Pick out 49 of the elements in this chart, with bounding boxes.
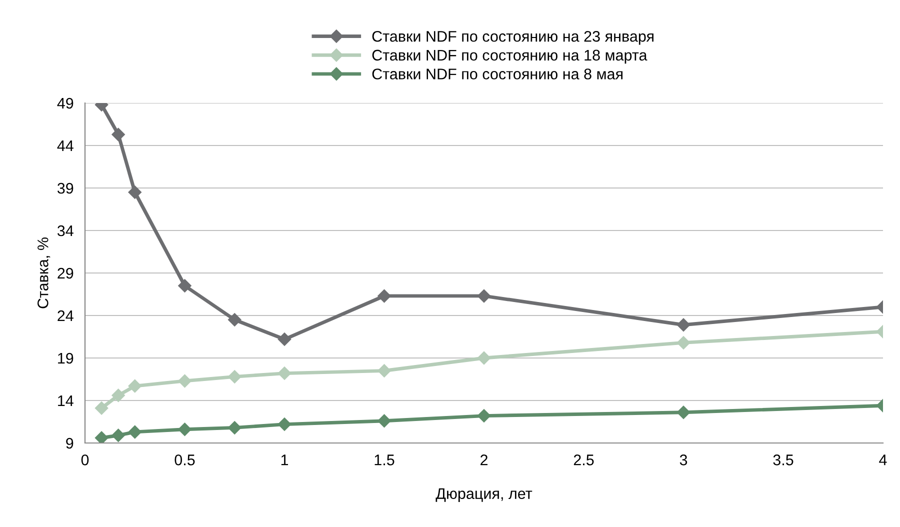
y-tick-label: 39 bbox=[57, 182, 74, 194]
point bbox=[228, 421, 242, 434]
legend-label: Ставки NDF по состоянию на 8 мая bbox=[372, 68, 622, 80]
x-tick-label: 3.5 bbox=[773, 454, 794, 466]
point bbox=[477, 289, 491, 303]
point bbox=[128, 425, 142, 439]
point bbox=[128, 379, 142, 393]
point bbox=[228, 370, 242, 384]
x-axis-title: Дюрация, лет bbox=[436, 488, 532, 502]
point bbox=[676, 336, 690, 350]
legend-label: Ставки NDF по состоянию на 23 января bbox=[372, 30, 654, 45]
x-tick-label: 2 bbox=[480, 454, 488, 466]
point bbox=[676, 406, 690, 419]
point bbox=[378, 289, 391, 303]
point bbox=[278, 332, 292, 346]
x-tick-label: 4 bbox=[879, 454, 887, 466]
point bbox=[378, 364, 391, 378]
point bbox=[128, 186, 142, 199]
point bbox=[676, 318, 690, 332]
point bbox=[94, 402, 108, 415]
y-tick-label: 44 bbox=[57, 140, 74, 152]
point bbox=[477, 409, 491, 422]
y-tick-label: 24 bbox=[58, 310, 74, 322]
point bbox=[178, 279, 192, 292]
point bbox=[178, 374, 192, 388]
x-tick-label: 0.5 bbox=[174, 454, 195, 466]
y-tick-label: 29 bbox=[58, 268, 74, 279]
x-tick-label: 2.5 bbox=[574, 454, 594, 466]
point bbox=[278, 366, 292, 380]
y-tick-label: 9 bbox=[66, 438, 74, 449]
point bbox=[94, 431, 108, 443]
point bbox=[378, 414, 391, 428]
y-tick-label: 14 bbox=[58, 396, 74, 406]
x-tick-label: 3 bbox=[680, 454, 688, 466]
point bbox=[178, 422, 192, 436]
y-tick-label: 34 bbox=[57, 225, 74, 236]
y-tick-label: 49 bbox=[57, 98, 74, 109]
x-tick-label: 0 bbox=[81, 454, 89, 466]
y-axis-title: Ставка, % bbox=[38, 238, 50, 308]
point bbox=[278, 418, 292, 431]
point bbox=[228, 313, 242, 326]
point bbox=[112, 388, 125, 402]
legend-label: Ставки NDF по состоянию на 18 марта bbox=[372, 50, 648, 64]
point bbox=[112, 428, 125, 442]
x-tick-label: 1.5 bbox=[374, 454, 394, 466]
x-tick-label: 1 bbox=[281, 454, 288, 466]
point bbox=[477, 351, 491, 365]
y-tick-label: 19 bbox=[58, 352, 74, 364]
point bbox=[112, 128, 125, 142]
